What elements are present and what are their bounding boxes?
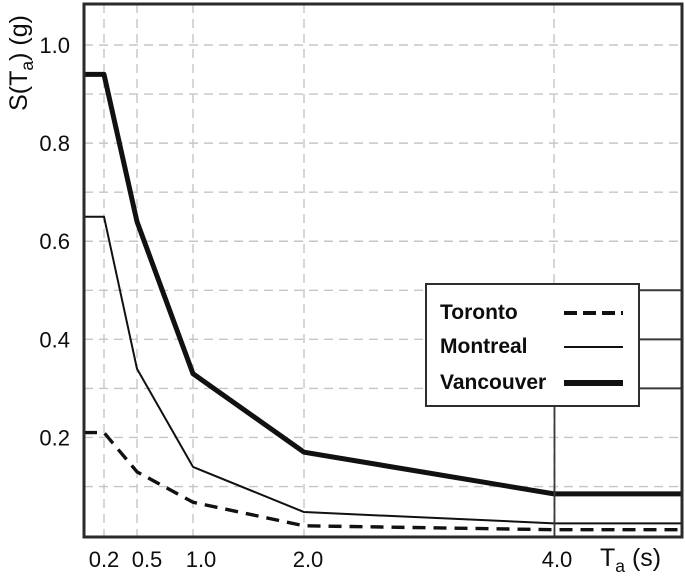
legend-line-sample-dashed <box>564 311 623 315</box>
plot-border <box>82 2 684 539</box>
x-tick-label: 2.0 <box>293 547 324 572</box>
y-tick-label: 0.8 <box>39 131 70 156</box>
y-axis-title: S(Ta) (g) <box>5 1 37 125</box>
y-axis-title-subscript: a <box>17 60 37 71</box>
y-tick-label: 0.2 <box>39 425 70 450</box>
y-tick-label: 1.0 <box>39 33 70 58</box>
y-tick-label: 0.6 <box>39 229 70 254</box>
legend-item-montreal: Montreal <box>427 332 638 362</box>
legend-item-toronto: Toronto <box>427 298 638 328</box>
y-tick-label: 0.4 <box>39 327 70 352</box>
y-axis-title-text: S(T <box>5 70 33 111</box>
x-axis-title-text: T <box>600 544 616 572</box>
legend: Toronto Montreal Vancouver <box>425 283 640 407</box>
legend-item-vancouver: Vancouver <box>427 368 638 398</box>
y-axis-title-units: ) (g) <box>5 15 33 61</box>
legend-line-sample-thick <box>564 380 623 386</box>
legend-label-toronto: Toronto <box>440 301 518 324</box>
x-tick-label: 4.0 <box>542 547 573 572</box>
x-axis-title: Ta (s) <box>600 544 662 576</box>
x-tick-label: 0.2 <box>89 547 120 572</box>
x-axis-title-subscript: a <box>615 556 626 576</box>
legend-line-sample-thin <box>564 345 623 349</box>
x-axis-title-units: (s) <box>625 544 662 572</box>
x-tick-label: 0.5 <box>132 547 163 572</box>
x-tick-label: 1.0 <box>186 547 217 572</box>
legend-label-montreal: Montreal <box>440 335 528 358</box>
legend-label-vancouver: Vancouver <box>440 371 547 394</box>
series-line-toronto <box>84 430 682 532</box>
